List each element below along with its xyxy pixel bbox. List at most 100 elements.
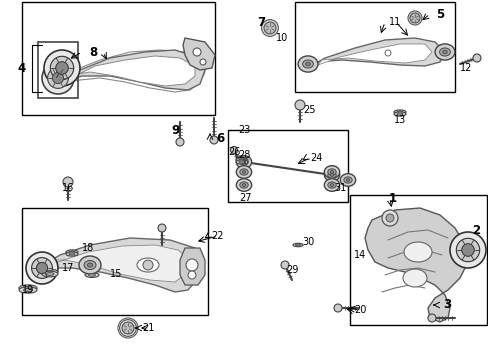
Ellipse shape	[236, 156, 247, 160]
Circle shape	[47, 68, 68, 89]
Circle shape	[281, 261, 288, 269]
Text: 26: 26	[227, 147, 240, 157]
Bar	[227, 130, 347, 202]
Polygon shape	[183, 38, 215, 70]
Ellipse shape	[324, 166, 339, 178]
Ellipse shape	[442, 50, 447, 54]
Circle shape	[264, 22, 275, 34]
Text: 29: 29	[285, 265, 298, 275]
Ellipse shape	[239, 182, 248, 188]
Ellipse shape	[42, 269, 58, 275]
Bar	[22, 2, 215, 115]
Circle shape	[36, 262, 47, 274]
Ellipse shape	[324, 179, 339, 191]
Circle shape	[200, 59, 205, 65]
Ellipse shape	[403, 242, 431, 262]
Text: 12: 12	[459, 63, 471, 73]
Circle shape	[42, 62, 74, 94]
Ellipse shape	[69, 251, 75, 253]
Ellipse shape	[393, 112, 405, 116]
Ellipse shape	[236, 158, 247, 162]
Circle shape	[472, 54, 480, 62]
Polygon shape	[75, 56, 195, 86]
Circle shape	[427, 314, 435, 322]
Circle shape	[409, 13, 419, 23]
Text: 25: 25	[303, 105, 316, 115]
Circle shape	[63, 177, 73, 187]
Ellipse shape	[23, 287, 32, 289]
Ellipse shape	[85, 273, 99, 278]
Text: 14: 14	[353, 250, 366, 260]
Ellipse shape	[19, 285, 37, 291]
Circle shape	[449, 232, 485, 268]
Polygon shape	[55, 245, 190, 282]
Text: 31: 31	[333, 183, 346, 193]
Circle shape	[26, 252, 58, 284]
Polygon shape	[307, 38, 444, 68]
Polygon shape	[38, 238, 200, 292]
Ellipse shape	[292, 243, 303, 247]
Ellipse shape	[239, 157, 244, 159]
Circle shape	[209, 136, 218, 144]
Circle shape	[56, 62, 68, 74]
Ellipse shape	[305, 62, 309, 66]
Circle shape	[333, 304, 341, 312]
Text: 2: 2	[471, 224, 479, 237]
Text: 13: 13	[393, 115, 406, 125]
Text: 15: 15	[110, 269, 122, 279]
Ellipse shape	[19, 287, 37, 293]
Ellipse shape	[239, 159, 248, 165]
Ellipse shape	[340, 174, 355, 186]
Text: 17: 17	[61, 263, 74, 273]
Ellipse shape	[327, 182, 336, 188]
Ellipse shape	[88, 274, 95, 276]
Circle shape	[120, 320, 136, 336]
Text: 1: 1	[388, 192, 396, 204]
Circle shape	[32, 258, 52, 278]
Text: 8: 8	[89, 45, 97, 59]
Ellipse shape	[46, 273, 54, 275]
Ellipse shape	[242, 184, 245, 186]
Ellipse shape	[393, 110, 405, 114]
Text: 20: 20	[353, 305, 366, 315]
Text: 5: 5	[435, 8, 443, 21]
Ellipse shape	[66, 252, 78, 256]
Circle shape	[52, 72, 63, 84]
Ellipse shape	[298, 56, 317, 72]
Ellipse shape	[69, 253, 75, 255]
Ellipse shape	[87, 263, 92, 267]
Ellipse shape	[242, 161, 245, 163]
Circle shape	[176, 138, 183, 146]
Ellipse shape	[242, 171, 245, 174]
Ellipse shape	[236, 166, 251, 178]
Ellipse shape	[239, 169, 248, 175]
Text: 28: 28	[237, 150, 250, 160]
Ellipse shape	[439, 48, 449, 56]
Circle shape	[185, 259, 198, 271]
Circle shape	[294, 100, 305, 110]
Circle shape	[461, 244, 473, 256]
Circle shape	[455, 238, 479, 262]
Ellipse shape	[236, 156, 251, 168]
Ellipse shape	[137, 258, 159, 272]
Polygon shape	[180, 248, 204, 285]
Ellipse shape	[396, 111, 402, 113]
Ellipse shape	[239, 159, 244, 161]
Ellipse shape	[346, 179, 349, 181]
Polygon shape	[364, 208, 467, 322]
Circle shape	[261, 19, 278, 36]
Circle shape	[187, 271, 196, 279]
Ellipse shape	[236, 179, 251, 191]
Text: 10: 10	[275, 33, 287, 43]
Circle shape	[193, 48, 201, 56]
Text: 16: 16	[62, 183, 74, 193]
Ellipse shape	[329, 174, 333, 176]
Ellipse shape	[434, 44, 454, 60]
Text: 19: 19	[22, 285, 34, 295]
Ellipse shape	[295, 244, 300, 246]
Ellipse shape	[343, 177, 351, 183]
Circle shape	[385, 214, 393, 222]
Text: 9: 9	[171, 123, 180, 136]
Ellipse shape	[302, 60, 313, 68]
Ellipse shape	[236, 160, 247, 164]
